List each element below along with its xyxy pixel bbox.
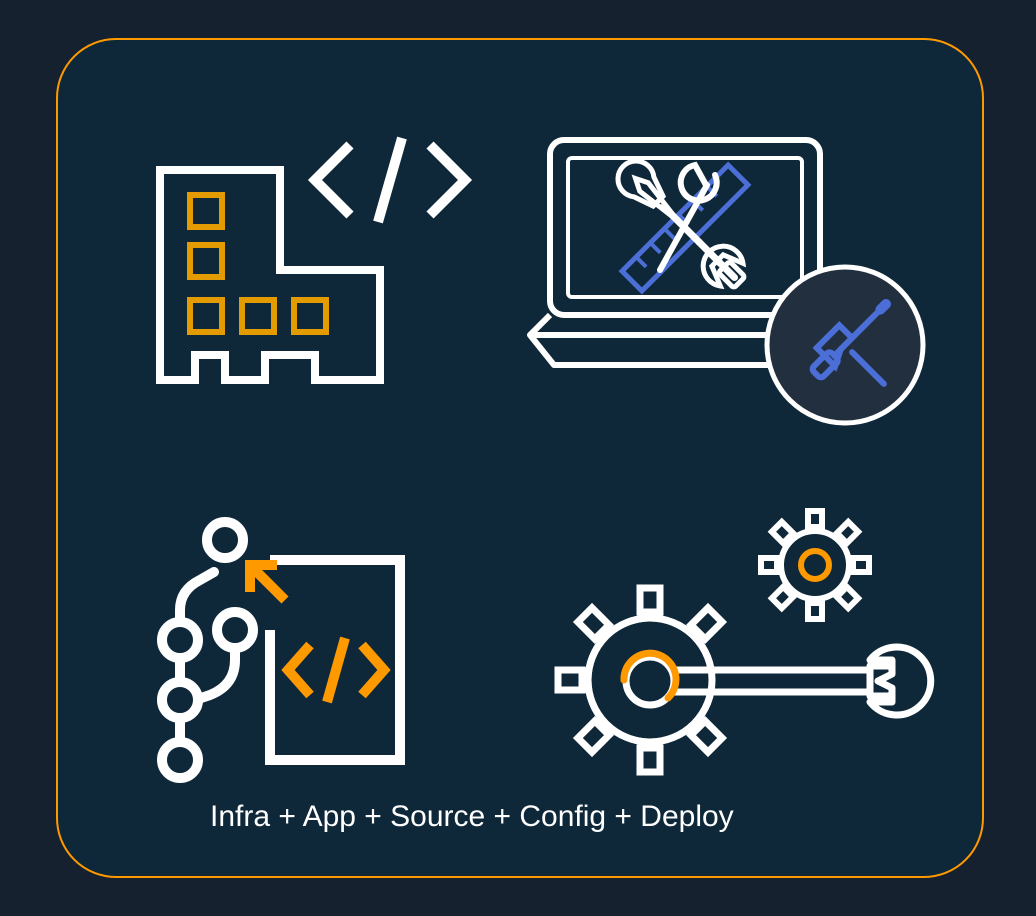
caption-text: Infra + App + Source + Config + Deploy: [210, 800, 734, 834]
branch-source-icon: [150, 500, 460, 800]
diagram-stage: Infra + App + Source + Config + Deploy: [0, 0, 1036, 916]
gears-wrench-icon: [520, 480, 950, 800]
laptop-tools-icon: [510, 130, 940, 450]
building-with-code-icon: [150, 120, 490, 430]
